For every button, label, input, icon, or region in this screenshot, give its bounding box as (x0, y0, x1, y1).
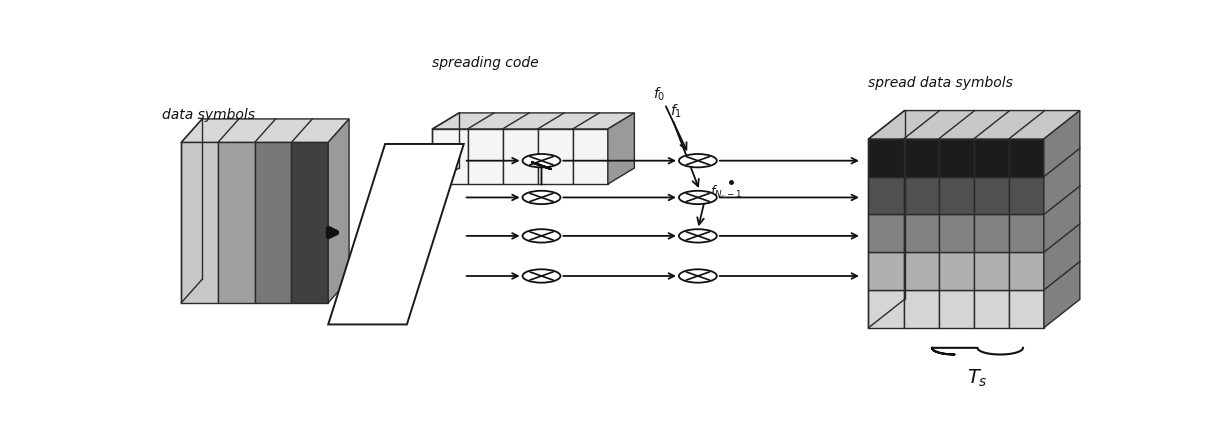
Circle shape (522, 269, 560, 283)
Polygon shape (1009, 252, 1044, 290)
Polygon shape (868, 252, 904, 290)
Polygon shape (433, 113, 635, 129)
Polygon shape (254, 142, 291, 303)
Polygon shape (904, 177, 938, 214)
Text: data symbols: data symbols (163, 108, 256, 122)
Polygon shape (974, 214, 1009, 252)
Polygon shape (181, 119, 349, 142)
Text: $f_1$: $f_1$ (670, 102, 682, 120)
Circle shape (679, 269, 717, 283)
Polygon shape (938, 214, 974, 252)
Circle shape (522, 229, 560, 243)
Polygon shape (868, 111, 1080, 139)
Polygon shape (467, 129, 503, 184)
Text: spread data symbols: spread data symbols (868, 76, 1014, 90)
Polygon shape (974, 139, 1009, 177)
Polygon shape (1009, 139, 1044, 177)
Polygon shape (1044, 111, 1080, 328)
Polygon shape (868, 139, 904, 177)
Polygon shape (974, 177, 1009, 214)
Circle shape (679, 154, 717, 168)
Polygon shape (938, 290, 974, 328)
Polygon shape (291, 142, 328, 303)
Polygon shape (181, 142, 218, 303)
Polygon shape (974, 252, 1009, 290)
Text: $f_0$: $f_0$ (653, 86, 665, 103)
Polygon shape (938, 252, 974, 290)
Polygon shape (572, 129, 608, 184)
Circle shape (679, 191, 717, 204)
Circle shape (522, 191, 560, 204)
Polygon shape (1009, 177, 1044, 214)
Polygon shape (328, 144, 464, 325)
Polygon shape (904, 139, 938, 177)
Polygon shape (938, 177, 974, 214)
Text: $T_s$: $T_s$ (967, 368, 988, 389)
Text: spreading code: spreading code (433, 56, 539, 70)
Polygon shape (868, 214, 904, 252)
Circle shape (522, 154, 560, 168)
Polygon shape (904, 252, 938, 290)
Polygon shape (868, 290, 904, 328)
Polygon shape (974, 290, 1009, 328)
Polygon shape (1009, 290, 1044, 328)
Polygon shape (1009, 214, 1044, 252)
Polygon shape (904, 214, 938, 252)
Polygon shape (328, 119, 349, 303)
Polygon shape (608, 113, 635, 184)
Polygon shape (904, 290, 938, 328)
Text: $f_{N_c-1}$: $f_{N_c-1}$ (711, 183, 742, 201)
Polygon shape (503, 129, 538, 184)
Polygon shape (868, 177, 904, 214)
Polygon shape (538, 129, 572, 184)
Polygon shape (433, 129, 467, 184)
Polygon shape (218, 142, 254, 303)
Polygon shape (938, 139, 974, 177)
Circle shape (679, 229, 717, 243)
